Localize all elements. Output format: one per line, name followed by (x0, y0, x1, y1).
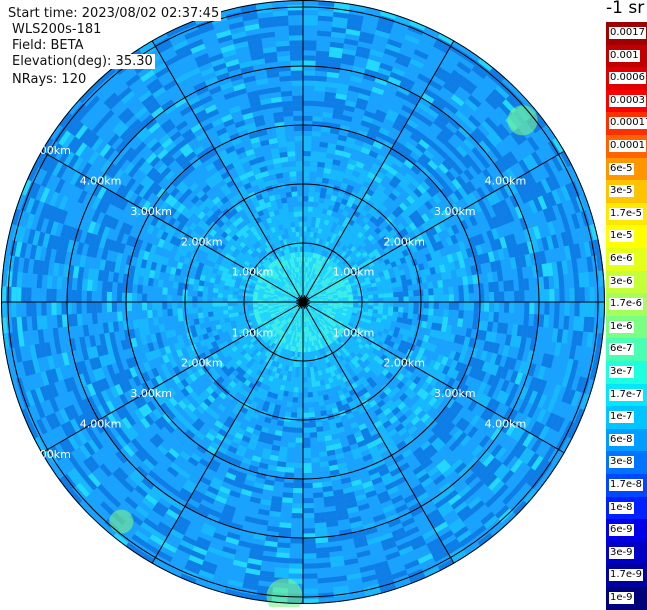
ring-label-1km: 1.00km (232, 326, 274, 339)
legend-label: 1e-7 (609, 411, 634, 423)
start-time-text: Start time: 2023/08/02 02:37:45 (6, 6, 221, 21)
legend-label: 0.0001 (609, 140, 646, 152)
ring-label-4km: 4.00km (485, 417, 527, 430)
legend-swatch: 1.7e-9 (606, 564, 647, 587)
legend-label: 0.0006 (609, 72, 646, 84)
legend-swatch: 0.0001 (606, 135, 647, 158)
unit-label: -1 sr (606, 0, 644, 18)
legend-label: 6e-5 (609, 163, 634, 175)
legend-label: 6e-7 (609, 343, 634, 355)
legend-label: 6e-9 (609, 524, 634, 536)
nrays-text: NRays: 120 (10, 72, 88, 87)
legend-swatch: 1e-5 (606, 225, 647, 248)
legend-swatch: 1e-8 (606, 497, 647, 520)
ring-label-1km: 1.00km (232, 266, 274, 279)
legend-label: 3e-5 (609, 185, 634, 197)
legend-label: 3e-6 (609, 276, 634, 288)
legend-swatch: 0.00017 (606, 112, 647, 135)
ring-label-3km: 3.00km (434, 205, 476, 218)
ring-label-3km: 3.00km (434, 387, 476, 400)
ring-label-4km: 4.00km (80, 175, 122, 188)
legend-swatch: 3e-9 (606, 542, 647, 565)
ring-label-4km: 4.00km (80, 417, 122, 430)
legend-label: 1e-5 (609, 230, 634, 242)
ring-label-2km: 2.00km (383, 357, 425, 370)
ring-label-5km: 5.00km (29, 448, 71, 461)
legend-swatch: 6e-8 (606, 429, 647, 452)
legend-swatch: 6e-6 (606, 248, 647, 271)
legend-swatch: 0.001 (606, 45, 647, 68)
legend-swatch: 1.7e-7 (606, 384, 647, 407)
legend-label: 0.00017 (609, 117, 647, 129)
legend-label: 3e-8 (609, 456, 634, 468)
field-name-text: Field: BETA (10, 38, 85, 53)
ring-label-5km: 5.00km (29, 144, 71, 157)
legend-swatch: 1e-6 (606, 316, 647, 339)
legend-swatch: 6e-5 (606, 158, 647, 181)
legend-swatch: 1e-9 (606, 587, 647, 610)
legend-swatch: 3e-7 (606, 361, 647, 384)
ring-label-2km: 2.00km (383, 235, 425, 248)
legend-swatch: 1.7e-6 (606, 293, 647, 316)
ring-label-3km: 3.00km (130, 387, 172, 400)
legend-label: 0.001 (609, 50, 640, 62)
ring-label-2km: 2.00km (181, 235, 223, 248)
legend-swatch: 6e-7 (606, 338, 647, 361)
legend-label: 1.7e-7 (609, 389, 643, 401)
legend-label: 1.7e-5 (609, 208, 643, 220)
legend-swatch: 3e-6 (606, 271, 647, 294)
legend-label: 1e-8 (609, 502, 634, 514)
legend-label: 1.7e-6 (609, 298, 643, 310)
legend-label: 6e-6 (609, 253, 634, 265)
legend-swatch: 1.7e-5 (606, 203, 647, 226)
legend-swatch: 1.7e-8 (606, 474, 647, 497)
device-name-text: WLS200s-181 (10, 22, 103, 37)
legend-label: 0.0003 (609, 95, 646, 107)
legend-swatch: 3e-8 (606, 451, 647, 474)
legend-swatch: 0.0017 (606, 22, 647, 45)
legend-label: 1.7e-9 (609, 569, 643, 581)
ring-label-3km: 3.00km (130, 205, 172, 218)
ring-label-2km: 2.00km (181, 357, 223, 370)
ring-label-4km: 4.00km (485, 175, 527, 188)
legend-swatch: 0.0003 (606, 90, 647, 113)
ring-label-1km: 1.00km (333, 326, 375, 339)
legend-label: 1.7e-8 (609, 479, 643, 491)
elevation-text: Elevation(deg): 35.30 (10, 54, 155, 69)
legend-label: 3e-7 (609, 366, 634, 378)
legend-swatch: 0.0006 (606, 67, 647, 90)
legend-label: 1e-6 (609, 321, 634, 333)
legend-label: 6e-8 (609, 434, 634, 446)
legend-swatch: 6e-9 (606, 519, 647, 542)
ring-label-1km: 1.00km (333, 266, 375, 279)
legend-label: 1e-9 (609, 592, 634, 604)
legend-label: 3e-9 (609, 547, 634, 559)
legend-swatch: 3e-5 (606, 180, 647, 203)
legend-label: 0.0017 (609, 27, 646, 39)
legend-swatch: 1e-7 (606, 406, 647, 429)
